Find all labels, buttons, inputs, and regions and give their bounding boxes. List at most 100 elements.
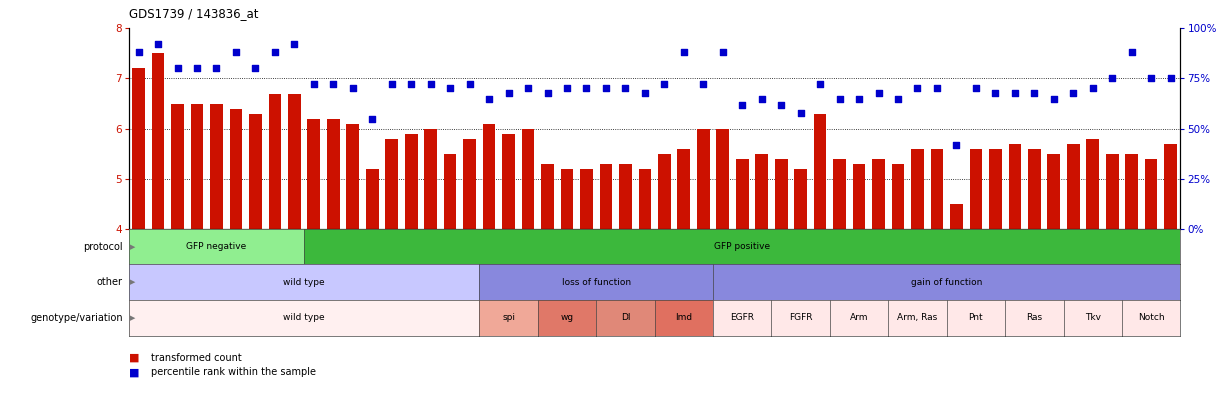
Point [869, 89, 888, 96]
Bar [405, 134, 417, 229]
Bar [697, 129, 709, 229]
Point [1025, 89, 1044, 96]
Point [1141, 75, 1161, 82]
Point [498, 89, 518, 96]
Text: percentile rank within the sample: percentile rank within the sample [151, 367, 315, 377]
Bar [853, 164, 865, 229]
Bar [912, 149, 924, 229]
Bar [794, 168, 807, 229]
Bar [1106, 153, 1119, 229]
Point [245, 65, 265, 72]
Point [810, 81, 829, 88]
Point [537, 89, 557, 96]
Text: Ras: Ras [1026, 313, 1043, 322]
Text: ▶: ▶ [130, 244, 135, 249]
Text: protocol: protocol [83, 242, 123, 252]
Text: EGFR: EGFR [730, 313, 755, 322]
Text: ▶: ▶ [130, 315, 135, 321]
Bar [580, 168, 593, 229]
Point [440, 85, 460, 92]
Bar [774, 159, 788, 229]
Text: other: other [97, 277, 123, 287]
Bar [326, 119, 340, 229]
Bar [288, 94, 301, 229]
Bar [366, 168, 379, 229]
Text: GFP negative: GFP negative [187, 242, 247, 251]
Point [421, 81, 440, 88]
Bar [1125, 153, 1137, 229]
Text: Pnt: Pnt [968, 313, 983, 322]
Point [636, 89, 655, 96]
Bar [814, 113, 827, 229]
Bar [249, 113, 261, 229]
Point [344, 85, 363, 92]
Point [460, 81, 480, 88]
Text: Dl: Dl [621, 313, 631, 322]
Point [188, 65, 207, 72]
Bar [541, 164, 553, 229]
Bar [930, 149, 944, 229]
Bar [658, 153, 671, 229]
Bar [210, 104, 223, 229]
Point [791, 109, 811, 116]
Text: ▶: ▶ [130, 279, 135, 285]
Bar [1145, 159, 1157, 229]
Point [985, 89, 1005, 96]
Bar [1028, 149, 1040, 229]
Text: GFP positive: GFP positive [714, 242, 771, 251]
Bar [346, 124, 360, 229]
Point [674, 49, 693, 55]
Point [772, 101, 791, 108]
Point [654, 81, 674, 88]
Point [888, 95, 908, 102]
Bar [172, 104, 184, 229]
Point [265, 49, 285, 55]
Text: Arm: Arm [850, 313, 869, 322]
Bar [600, 164, 612, 229]
Text: Arm, Ras: Arm, Ras [897, 313, 937, 322]
Point [946, 141, 966, 148]
Bar [989, 149, 1001, 229]
Bar [133, 68, 145, 229]
Text: gain of function: gain of function [910, 278, 983, 287]
Bar [717, 129, 729, 229]
Text: ■: ■ [129, 353, 140, 363]
Bar [1067, 144, 1080, 229]
Bar [561, 168, 573, 229]
Text: Tkv: Tkv [1085, 313, 1101, 322]
Bar [620, 164, 632, 229]
Text: GDS1739 / 143836_at: GDS1739 / 143836_at [129, 7, 259, 20]
Point [577, 85, 596, 92]
Point [1161, 75, 1180, 82]
Bar [638, 168, 652, 229]
Point [285, 41, 304, 48]
Point [966, 85, 985, 92]
Point [518, 85, 537, 92]
Bar [969, 149, 983, 229]
Point [401, 81, 421, 88]
Text: transformed count: transformed count [151, 353, 242, 363]
Bar [152, 53, 164, 229]
Text: lmd: lmd [675, 313, 692, 322]
Point [752, 95, 772, 102]
Text: ■: ■ [129, 367, 140, 377]
Point [1044, 95, 1064, 102]
Point [1083, 85, 1103, 92]
Bar [892, 164, 904, 229]
Text: genotype/variation: genotype/variation [31, 313, 123, 323]
Text: Notch: Notch [1137, 313, 1164, 322]
Point [1064, 89, 1083, 96]
Point [148, 41, 168, 48]
Point [616, 85, 636, 92]
Point [829, 95, 849, 102]
Bar [425, 129, 437, 229]
Bar [521, 129, 535, 229]
Point [1005, 89, 1025, 96]
Point [713, 49, 733, 55]
Bar [229, 109, 242, 229]
Text: wg: wg [561, 313, 573, 322]
Point [226, 49, 245, 55]
Bar [872, 159, 885, 229]
Bar [1048, 153, 1060, 229]
Bar [190, 104, 204, 229]
